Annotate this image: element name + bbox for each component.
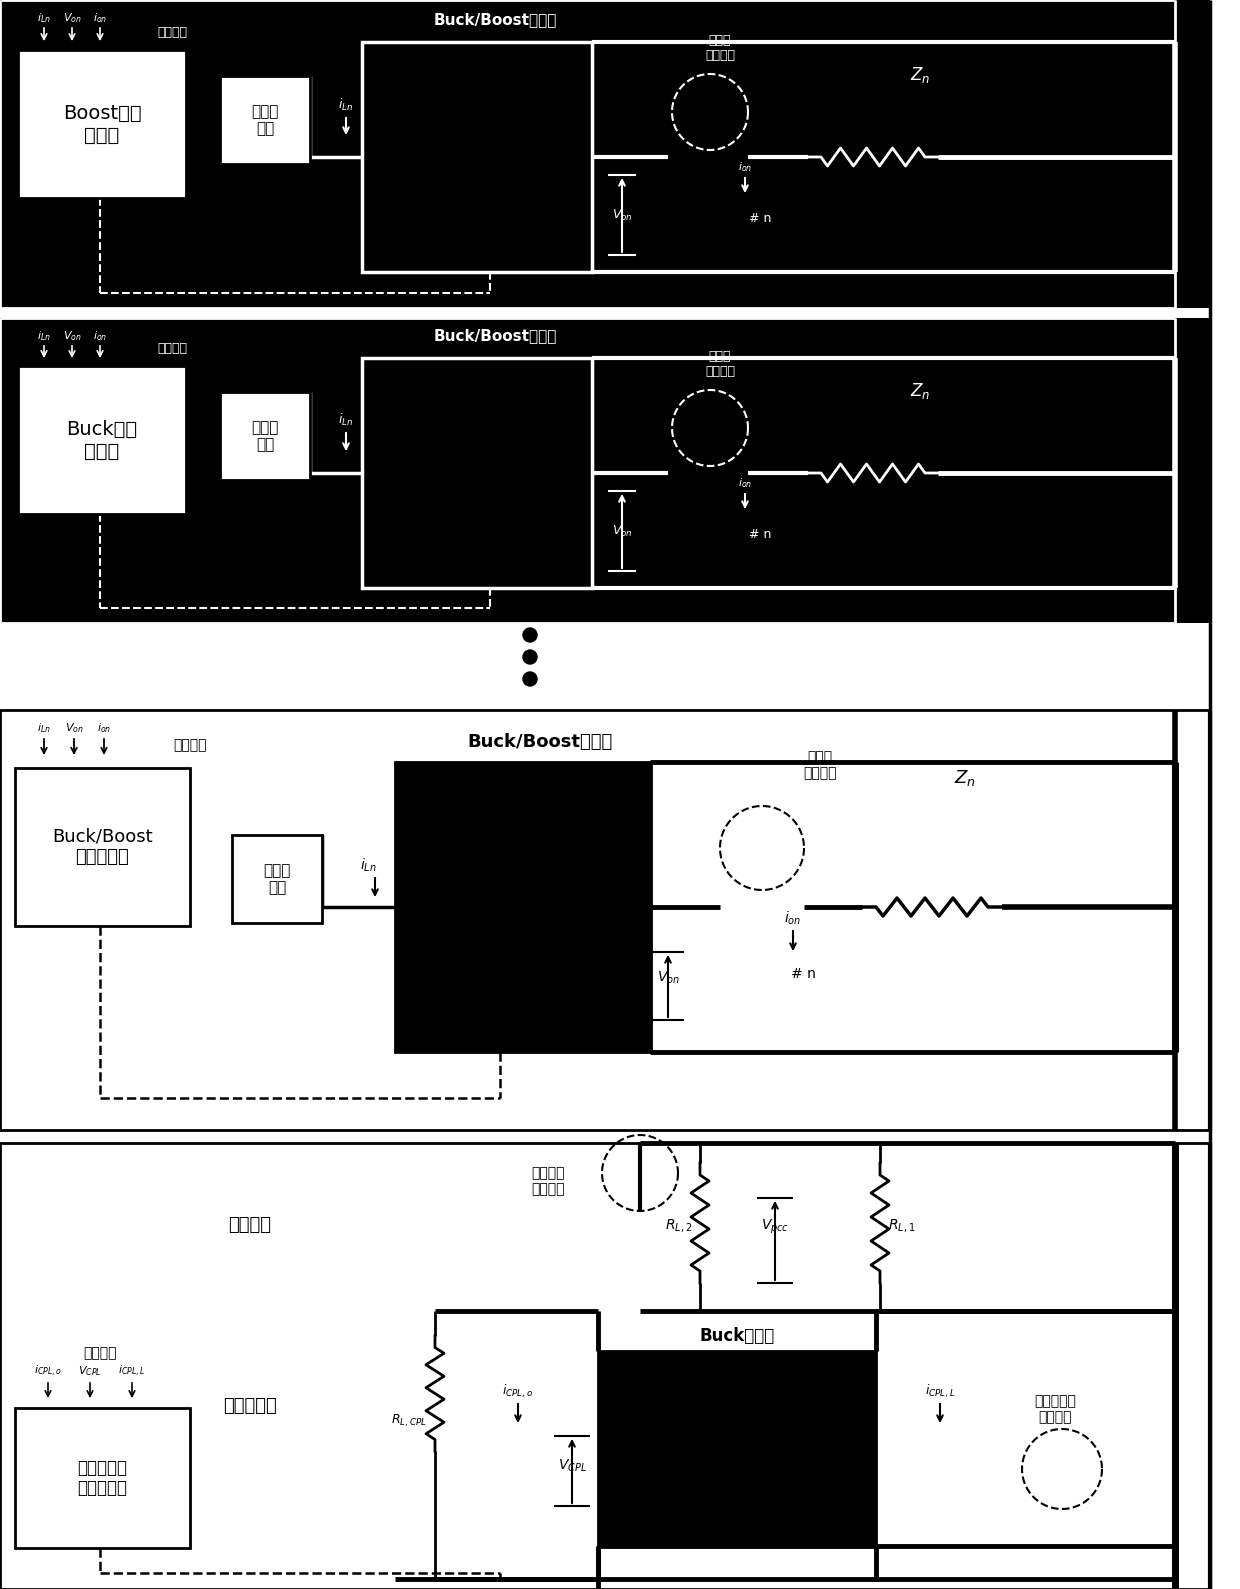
Bar	[396, 763, 650, 1052]
Text: Buck变换器: Buck变换器	[699, 1327, 775, 1344]
Text: $i_{Ln}$: $i_{Ln}$	[37, 11, 51, 25]
Bar	[0, 1142, 1210, 1589]
Text: $V_{on}$: $V_{on}$	[62, 329, 82, 343]
Text: 阻性负载: 阻性负载	[228, 1216, 272, 1235]
Text: $i_{on}$: $i_{on}$	[93, 11, 107, 25]
Bar	[232, 834, 322, 923]
Text: 恒功率负载
本地控制器: 恒功率负载 本地控制器	[77, 1459, 128, 1497]
Text: 阻性负载
切换开关: 阻性负载 切换开关	[531, 1166, 564, 1197]
Text: 测量信号: 测量信号	[83, 1346, 117, 1360]
Text: # n: # n	[749, 211, 771, 224]
Text: $R_{L,1}$: $R_{L,1}$	[888, 1217, 915, 1233]
Text: $Z_n$: $Z_n$	[910, 381, 930, 400]
Text: 测量信号: 测量信号	[157, 25, 187, 38]
Text: $i_{on}$: $i_{on}$	[93, 329, 107, 343]
Text: Buck本地
控制器: Buck本地 控制器	[67, 419, 138, 461]
Text: $i_{Ln}$: $i_{Ln}$	[360, 856, 377, 874]
Text: $R_{L,2}$: $R_{L,2}$	[665, 1217, 692, 1233]
Text: $i_{on}$: $i_{on}$	[738, 477, 753, 489]
Text: 变换器
切换开关: 变换器 切换开关	[706, 350, 735, 378]
Circle shape	[523, 650, 537, 664]
Text: $Z_n$: $Z_n$	[910, 65, 930, 84]
Bar	[362, 41, 591, 272]
Text: $V_{pcc}$: $V_{pcc}$	[761, 1217, 789, 1236]
Text: $i_{CPL,L}$: $i_{CPL,L}$	[925, 1382, 955, 1400]
Text: $Z_n$: $Z_n$	[954, 767, 976, 788]
Text: $R_{L,CPL}$: $R_{L,CPL}$	[392, 1413, 427, 1429]
Bar	[219, 392, 310, 480]
Text: 测量信号: 测量信号	[174, 737, 207, 752]
Text: Boost本地
控制器: Boost本地 控制器	[63, 103, 141, 145]
Text: $i_{Ln}$: $i_{Ln}$	[37, 721, 51, 734]
Text: $i_{on}$: $i_{on}$	[785, 909, 801, 926]
Text: 变换器
切换开关: 变换器 切换开关	[706, 33, 735, 62]
Text: 可再生
能源: 可再生 能源	[263, 863, 290, 895]
Text: Buck/Boost变换器: Buck/Boost变换器	[433, 329, 557, 343]
Text: 可再生
能源: 可再生 能源	[252, 419, 279, 453]
Bar	[0, 318, 1210, 623]
Text: $i_{on}$: $i_{on}$	[738, 160, 753, 173]
Bar	[598, 1351, 875, 1546]
Bar	[15, 1408, 190, 1548]
Bar	[15, 767, 190, 926]
Text: Buck/Boost变换器: Buck/Boost变换器	[433, 13, 557, 27]
Text: $i_{CPL,o}$: $i_{CPL,o}$	[33, 1363, 62, 1379]
Text: $i_{CPL,o}$: $i_{CPL,o}$	[502, 1382, 533, 1400]
Bar	[219, 76, 310, 164]
Bar	[0, 0, 1210, 308]
Text: # n: # n	[791, 968, 816, 980]
Text: $i_{Ln}$: $i_{Ln}$	[339, 412, 353, 427]
Text: $i_{CPL,L}$: $i_{CPL,L}$	[118, 1363, 146, 1379]
Text: 变换器
切换开关: 变换器 切换开关	[804, 750, 837, 780]
Bar	[19, 49, 186, 199]
Text: $V_{on}$: $V_{on}$	[611, 208, 632, 222]
Text: $i_{on}$: $i_{on}$	[97, 721, 112, 734]
Text: # n: # n	[749, 528, 771, 540]
Circle shape	[523, 672, 537, 686]
Circle shape	[523, 628, 537, 642]
Text: $i_{Ln}$: $i_{Ln}$	[37, 329, 51, 343]
Text: $V_{on}$: $V_{on}$	[62, 11, 82, 25]
Text: 恒功率负载
切换开关: 恒功率负载 切换开关	[1034, 1394, 1076, 1424]
Text: 可再生
能源: 可再生 能源	[252, 103, 279, 137]
Text: 恒功率负载: 恒功率负载	[223, 1397, 277, 1414]
Text: Buck/Boost
本地控制器: Buck/Boost 本地控制器	[52, 828, 153, 866]
Text: $V_{CPL}$: $V_{CPL}$	[78, 1363, 102, 1378]
Bar	[0, 710, 1210, 1130]
Text: 测量信号: 测量信号	[157, 342, 187, 354]
Text: $i_{Ln}$: $i_{Ln}$	[339, 97, 353, 113]
Text: $V_{on}$: $V_{on}$	[64, 721, 83, 734]
Text: $V_{on}$: $V_{on}$	[656, 969, 680, 987]
Bar	[19, 365, 186, 513]
Text: Buck/Boost变换器: Buck/Boost变换器	[467, 733, 613, 752]
Bar	[362, 358, 591, 588]
Text: $V_{CPL}$: $V_{CPL}$	[558, 1457, 587, 1475]
Text: $V_{on}$: $V_{on}$	[611, 523, 632, 539]
